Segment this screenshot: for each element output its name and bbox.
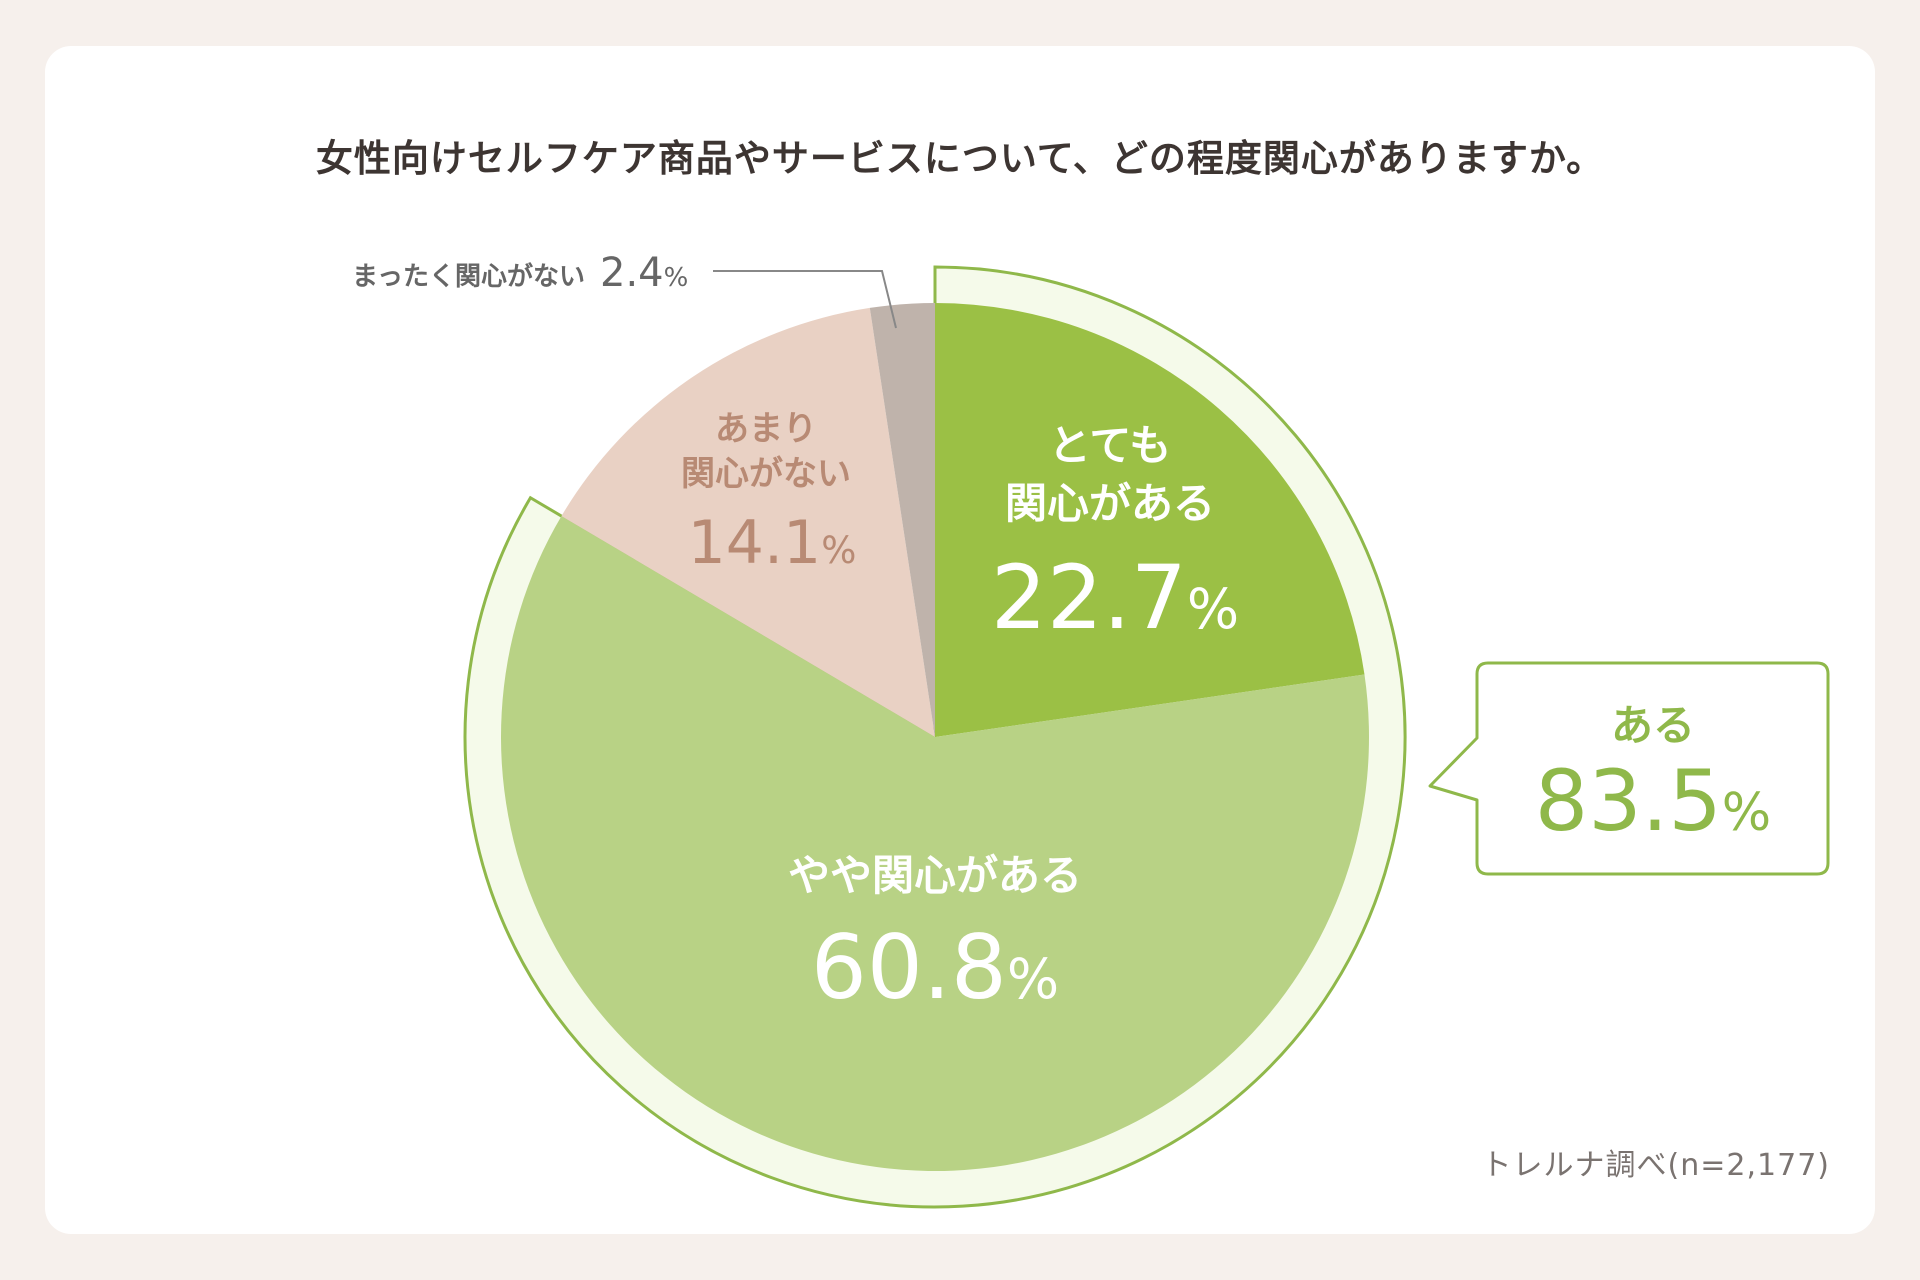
- slice-not-much: [561, 307, 935, 737]
- value-somewhat-interested: 60.8%: [811, 916, 1059, 1019]
- label-very-interested-line1: とても: [1049, 421, 1172, 470]
- value-very-interested: 22.7%: [991, 546, 1239, 649]
- chart-title: 女性向けセルフケア商品やサービスについて、どの程度関心がありますか。: [315, 137, 1605, 180]
- value-not-at-all: 2.4%: [600, 250, 688, 296]
- callout-value: 83.5%: [1535, 752, 1771, 850]
- label-not-much-line2: 関心がない: [681, 454, 851, 494]
- slice-very-interested: [935, 303, 1365, 737]
- callout-box: [1428, 661, 1830, 876]
- label-not-much-line1: あまり: [715, 409, 817, 449]
- leader-line-not-at-all: [713, 270, 897, 329]
- label-very-interested-line2: 関心がある: [1005, 479, 1215, 528]
- value-not-much: 14.1%: [688, 508, 857, 578]
- label-somewhat-interested: やや関心がある: [788, 851, 1082, 900]
- slice-somewhat-interested: [500, 516, 1370, 1171]
- label-not-at-all: まったく関心がない: [352, 261, 585, 292]
- slice-not-at-all: [869, 303, 935, 737]
- callout-label: ある: [1611, 701, 1695, 750]
- source-note: トレルナ調べ(n=2,177): [1481, 1148, 1830, 1183]
